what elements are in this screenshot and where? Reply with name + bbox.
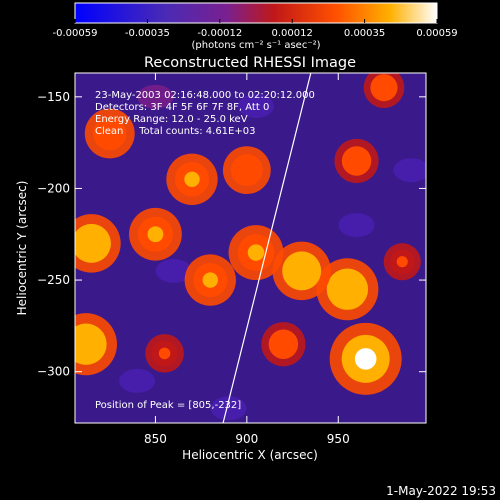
- heatmap-coldspot: [210, 396, 247, 421]
- annotation-counts: Clean Total counts: 4.61E+03: [95, 126, 255, 137]
- colorbar-tick-label: -0.00059: [53, 28, 98, 39]
- heatmap-coldspot: [338, 213, 375, 238]
- colorbar-tick-label: 0.00059: [416, 28, 457, 39]
- heatmap-coldspot: [237, 93, 274, 118]
- heatmap-core: [276, 337, 291, 351]
- heatmap-coldspot: [137, 84, 174, 109]
- heatmap-coldspot: [119, 368, 156, 393]
- y-tick-label: −200: [37, 181, 70, 195]
- heatmap-core: [338, 279, 357, 299]
- heatmap-core: [184, 171, 200, 187]
- timestamp: 1-May-2022 19:53: [386, 484, 496, 498]
- y-axis-label: Heliocentric Y (arcsec): [15, 181, 29, 316]
- plot-frame: [74, 72, 427, 424]
- x-tick-label: 850: [144, 432, 167, 446]
- heatmap-core: [202, 272, 218, 288]
- annotation-time: 23-May-2003 02:16:48.000 to 02:20:12.000: [95, 90, 315, 101]
- chart-title: Reconstructed RHESSI Image: [144, 55, 356, 71]
- colorbar-tick-label: 0.00035: [344, 28, 385, 39]
- heatmap-core: [239, 162, 255, 178]
- colorbar-ticks: -0.00059 -0.00035 -0.00012 0.00012 0.00035 0.…: [53, 19, 458, 39]
- colorbar-tick-label: 0.00012: [272, 28, 313, 39]
- colorbar-tick-label: -0.00012: [197, 28, 242, 39]
- colorbar: [74, 2, 438, 24]
- heatmap: [75, 73, 426, 423]
- heatmap-core: [158, 347, 171, 360]
- y-tick-label: −300: [37, 365, 70, 379]
- heatmap-core: [102, 125, 118, 141]
- solar-limb-line: [222, 73, 312, 423]
- heatmap-coldspot: [155, 258, 192, 283]
- heatmap-core: [396, 256, 408, 268]
- heatmap-core: [292, 262, 311, 280]
- heatmap-core: [354, 348, 377, 370]
- x-axis-ticks: 850 900 950: [144, 73, 350, 446]
- heatmap-coldspot: [393, 158, 426, 183]
- colorbar-tick-label: -0.00035: [125, 28, 170, 39]
- colorbar-units: (photons cm⁻² s⁻¹ asec⁻²): [191, 40, 320, 51]
- heatmap-core: [147, 226, 164, 243]
- annotation-peak: Position of Peak = [805,-232]: [95, 400, 241, 411]
- annotation-block: 23-May-2003 02:16:48.000 to 02:20:12.000…: [95, 90, 315, 411]
- heatmap-core: [377, 81, 391, 94]
- y-tick-label: −250: [37, 273, 70, 287]
- x-tick-label: 900: [235, 432, 258, 446]
- annotation-energy: Energy Range: 12.0 - 25.0 keV: [95, 114, 248, 125]
- y-axis-ticks: −150 −200 −250 −300: [37, 90, 426, 379]
- heatmap-core: [349, 154, 364, 168]
- y-tick-label: −150: [37, 90, 70, 104]
- heatmap-core: [247, 244, 265, 261]
- heatmap-core: [82, 234, 101, 253]
- x-axis-label: Heliocentric X (arcsec): [182, 448, 318, 462]
- annotation-detectors: Detectors: 3F 4F 5F 6F 7F 8F, Att 0: [95, 102, 269, 113]
- heatmap-core: [76, 334, 96, 354]
- x-tick-label: 950: [327, 432, 350, 446]
